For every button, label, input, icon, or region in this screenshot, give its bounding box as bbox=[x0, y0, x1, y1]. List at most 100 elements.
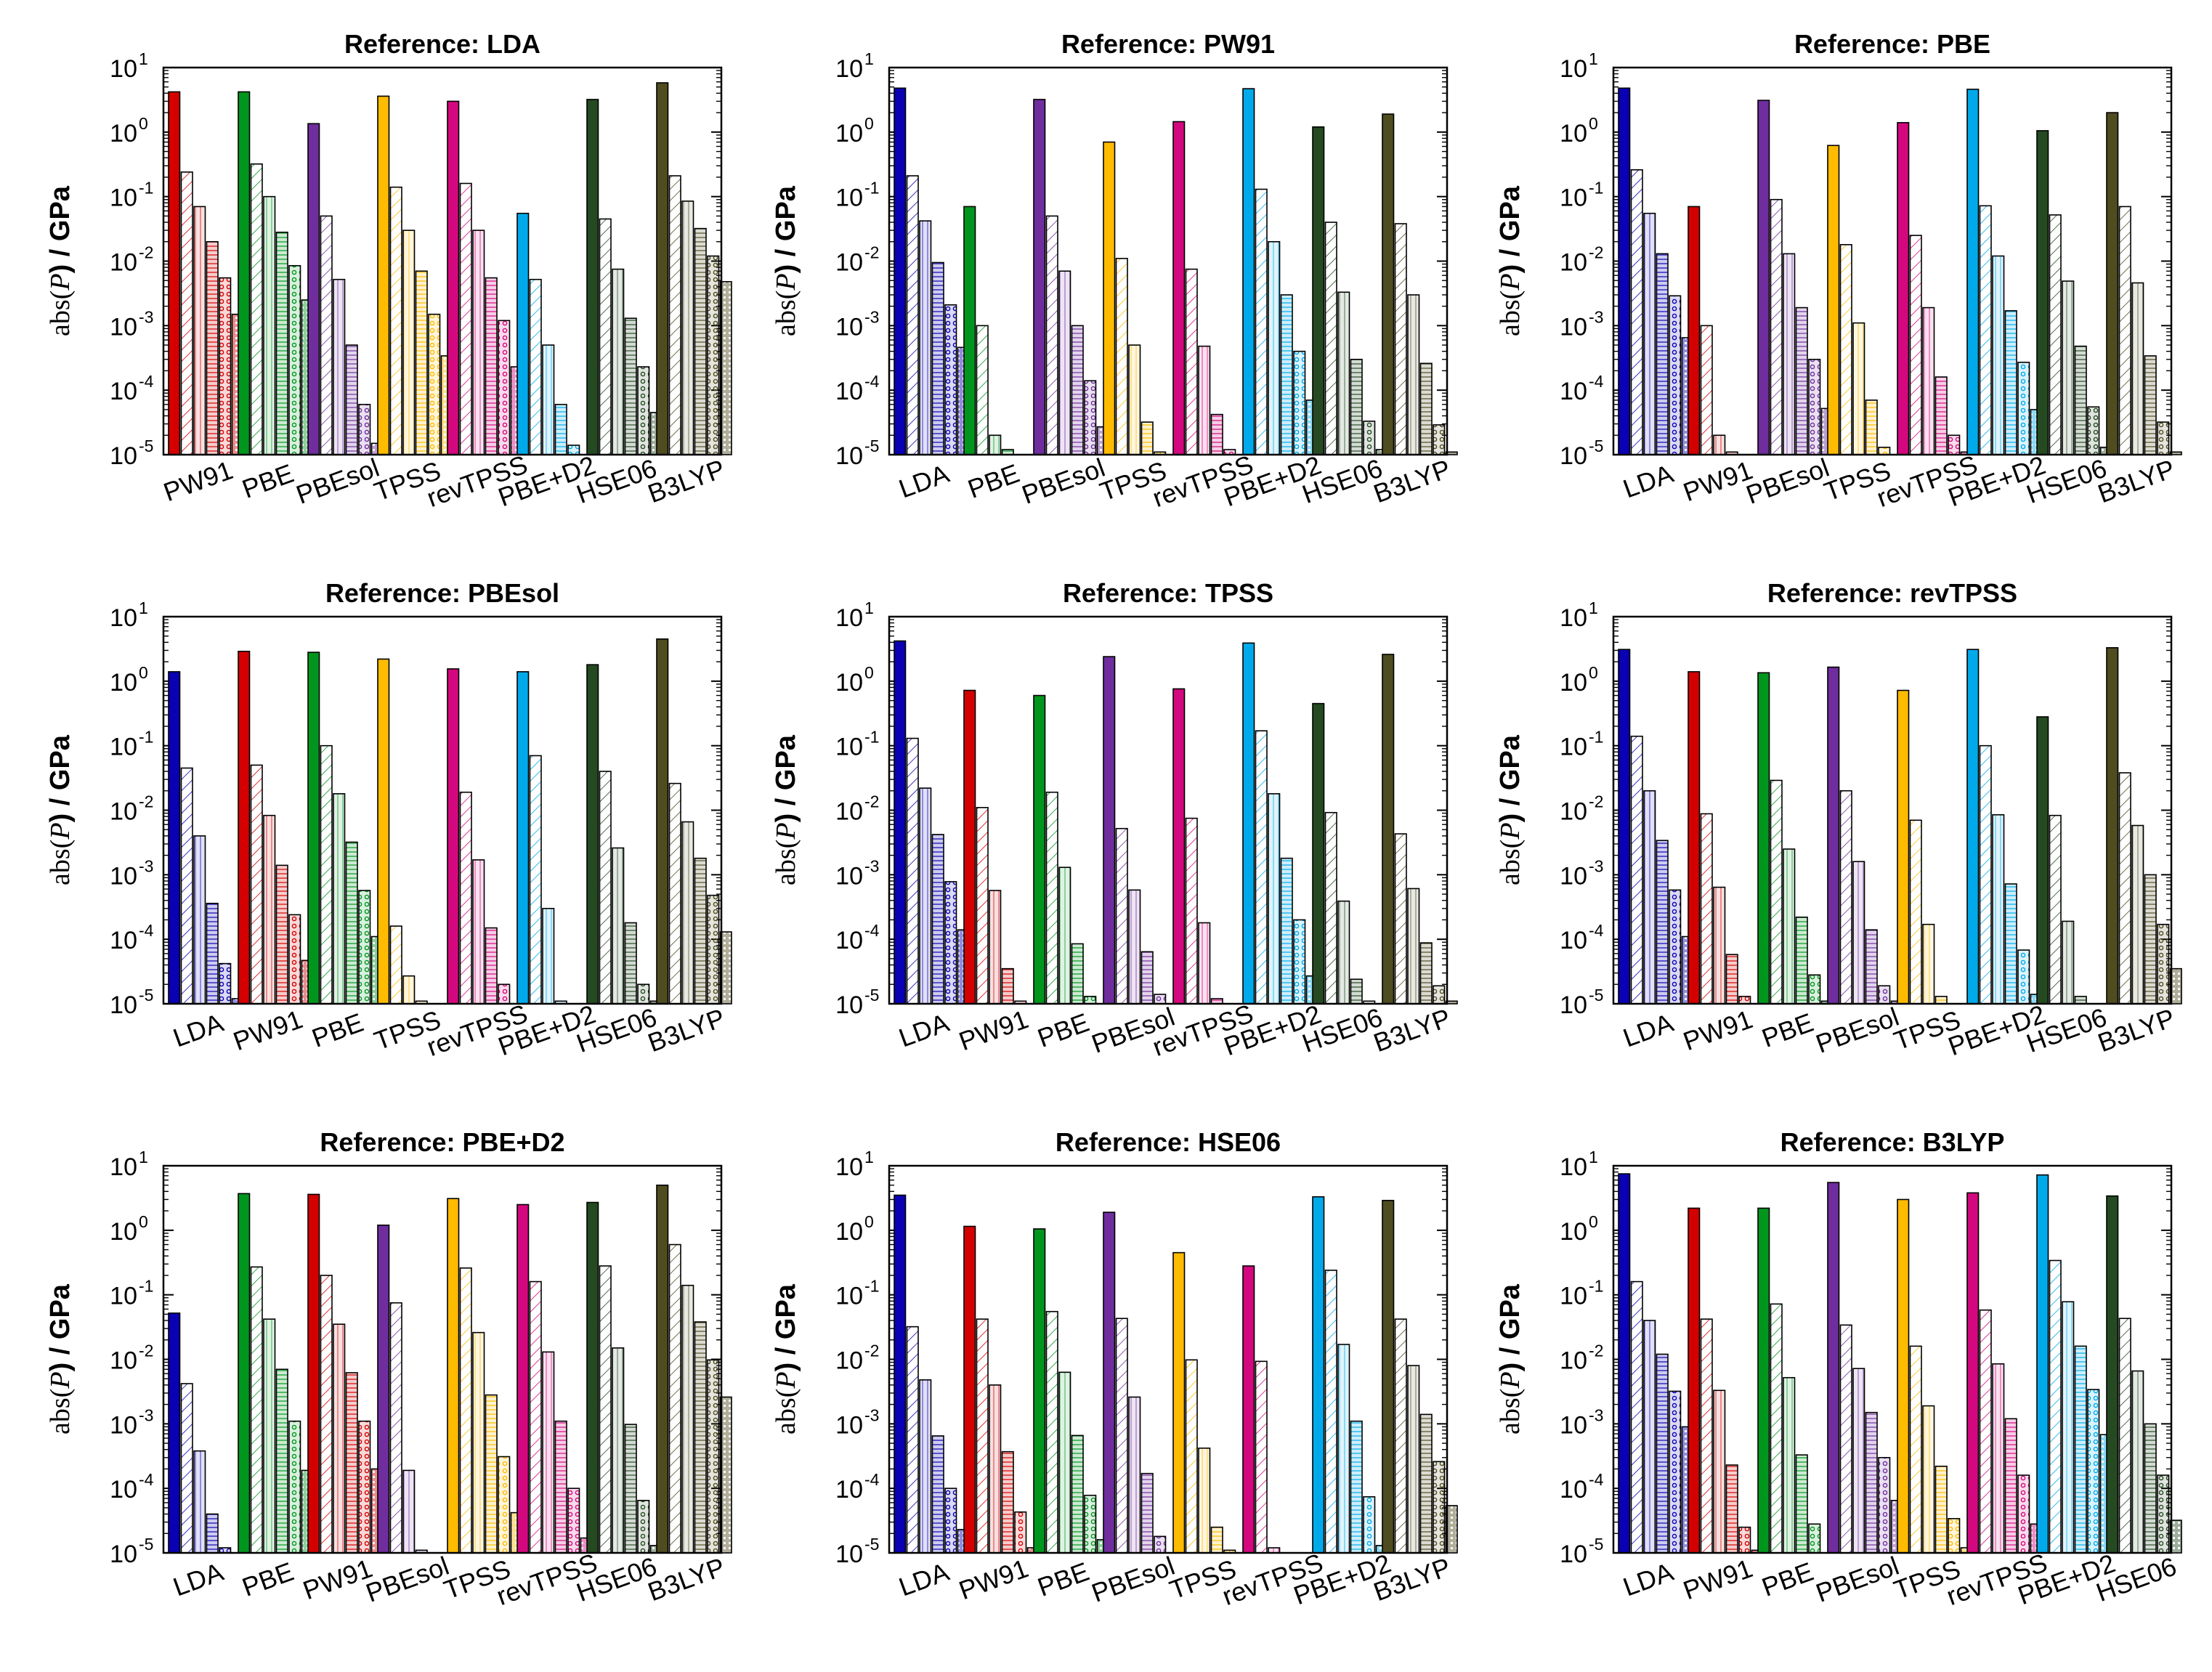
bar-pbesol-3 bbox=[333, 278, 346, 455]
bar-pbe_d2-5 bbox=[2087, 1389, 2100, 1554]
y-tick-label: 10 bbox=[1560, 862, 1587, 890]
y-label-var: P bbox=[1495, 273, 1526, 291]
x-tick-label: B3LYP bbox=[644, 1002, 729, 1058]
y-tick-exponent: -5 bbox=[864, 437, 879, 455]
bar-b3lyp-6 bbox=[719, 281, 732, 455]
bar-pbe-3 bbox=[263, 195, 276, 455]
bar-tpss-3 bbox=[1128, 344, 1141, 455]
bar-hse06-1 bbox=[586, 99, 599, 455]
bar-b3lyp-1 bbox=[656, 638, 669, 1005]
bar-pw91-2 bbox=[250, 764, 263, 1005]
y-tick-exponent: -3 bbox=[864, 307, 879, 326]
bar-hse06-3 bbox=[2062, 280, 2075, 455]
bar-b3lyp-2 bbox=[2118, 206, 2131, 455]
bar-pw91-3 bbox=[263, 814, 276, 1005]
bar-pbesol-3 bbox=[1128, 889, 1141, 1005]
bar-tpss-2 bbox=[1839, 244, 1852, 455]
y-label-var: P bbox=[1495, 822, 1526, 840]
bar-pw91-3 bbox=[989, 1384, 1002, 1554]
y-tick-exponent: 1 bbox=[139, 49, 148, 68]
panel-title: Reference: PBE+D2 bbox=[320, 1127, 564, 1157]
bar-hse06-4 bbox=[624, 922, 637, 1005]
y-tick-exponent: 0 bbox=[1589, 114, 1598, 133]
bar-tpss-5 bbox=[498, 1456, 511, 1554]
bar-hse06-2 bbox=[2118, 1318, 2131, 1554]
bar-pbesol-1 bbox=[1103, 656, 1116, 1005]
bar-lda-3 bbox=[193, 1450, 206, 1554]
bar-pbe_d2-4 bbox=[1280, 857, 1293, 1005]
y-tick-exponent: -4 bbox=[139, 921, 154, 940]
bar-lda-4 bbox=[931, 834, 944, 1005]
bar-lda-2 bbox=[906, 175, 919, 455]
y-tick-exponent: 0 bbox=[139, 663, 148, 682]
bar-pbe-4 bbox=[275, 1368, 288, 1554]
y-label-var: P bbox=[45, 822, 76, 840]
y-tick-label: 10 bbox=[835, 1347, 863, 1375]
bar-lda-1 bbox=[168, 1312, 181, 1554]
y-tick-exponent: -4 bbox=[139, 372, 154, 391]
y-tick-label: 10 bbox=[110, 1218, 137, 1246]
bar-pbesol-2 bbox=[1839, 790, 1852, 1005]
bar-b3lyp-3 bbox=[681, 1284, 694, 1554]
x-tick-label: LDA bbox=[169, 1557, 227, 1602]
bar-pbe-3 bbox=[1058, 867, 1071, 1005]
y-label-suffix: ) / GPa bbox=[1495, 1283, 1526, 1371]
y-label-var: P bbox=[771, 822, 801, 840]
y-tick-exponent: -4 bbox=[1589, 1470, 1604, 1489]
y-tick-exponent: 1 bbox=[864, 49, 874, 68]
bar-tpss-2 bbox=[1115, 258, 1128, 455]
bar-pbesol-1 bbox=[1827, 666, 1840, 1005]
bar-hse06-5 bbox=[1363, 421, 1376, 455]
bar-pbe_d2-2 bbox=[2049, 1259, 2062, 1554]
y-tick-exponent: 1 bbox=[1589, 1148, 1598, 1166]
y-tick-exponent: -1 bbox=[139, 728, 153, 747]
bar-tpss-2 bbox=[389, 186, 402, 455]
bar-revtpss-5 bbox=[498, 320, 511, 455]
bar-tpss-3 bbox=[1922, 1405, 1935, 1554]
bar-b3lyp-1 bbox=[656, 1184, 669, 1554]
bar-pbe_d2-4 bbox=[2004, 883, 2017, 1005]
plot-frame bbox=[1612, 66, 2173, 456]
y-label-prefix: abs( bbox=[771, 1389, 801, 1434]
y-tick-label: 10 bbox=[110, 734, 137, 761]
bar-pbe_d2-3 bbox=[1268, 793, 1281, 1005]
y-tick-label: 10 bbox=[1560, 120, 1587, 147]
bar-pbe_d2-5 bbox=[2017, 949, 2030, 1005]
y-tick-exponent: 0 bbox=[864, 663, 874, 682]
bar-pbesol-4 bbox=[345, 344, 358, 455]
y-tick-label: 10 bbox=[110, 1476, 137, 1503]
y-tick-exponent: 1 bbox=[1589, 598, 1598, 617]
panel-title: Reference: TPSS bbox=[1063, 578, 1273, 608]
x-tick-label: LDA bbox=[895, 1007, 953, 1052]
bar-hse06-1 bbox=[1312, 126, 1325, 455]
bar-pbesol-2 bbox=[389, 1302, 402, 1554]
y-tick-label: 10 bbox=[835, 604, 863, 632]
y-tick-exponent: -1 bbox=[139, 1277, 153, 1296]
bar-b3lyp-2 bbox=[668, 175, 681, 455]
y-tick-label: 10 bbox=[835, 927, 863, 954]
bar-hse06-1 bbox=[2106, 1195, 2119, 1554]
bar-pbesol-4 bbox=[1865, 1411, 1878, 1554]
bar-pw91-2 bbox=[976, 807, 989, 1005]
y-tick-label: 10 bbox=[110, 669, 137, 697]
bar-revtpss-4 bbox=[554, 1420, 567, 1554]
bar-hse06-4 bbox=[624, 317, 637, 455]
bar-b3lyp-2 bbox=[1394, 223, 1407, 455]
y-tick-label: 10 bbox=[110, 249, 137, 277]
y-tick-exponent: -5 bbox=[139, 986, 153, 1005]
bar-pw91-5 bbox=[1738, 1526, 1751, 1554]
y-tick-exponent: -3 bbox=[864, 856, 879, 875]
bar-lda-2 bbox=[180, 1383, 193, 1554]
bar-pbesol-3 bbox=[1852, 1368, 1865, 1554]
bar-pbesol-2 bbox=[1770, 198, 1783, 455]
bar-pbesol-1 bbox=[377, 1224, 390, 1554]
y-tick-label: 10 bbox=[110, 1411, 137, 1439]
plot-frame bbox=[162, 66, 723, 456]
bar-lda-3 bbox=[1643, 790, 1656, 1005]
y-tick-label: 10 bbox=[1560, 604, 1587, 632]
bar-pw91-5 bbox=[288, 914, 301, 1005]
bar-b3lyp-5 bbox=[1433, 1461, 1446, 1554]
y-tick-label: 10 bbox=[110, 1283, 137, 1310]
